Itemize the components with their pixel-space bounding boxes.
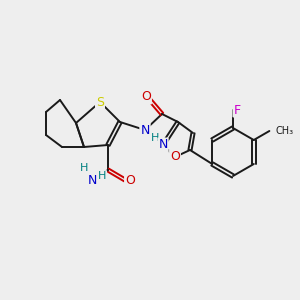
- Text: O: O: [125, 173, 135, 187]
- Text: S: S: [96, 95, 104, 109]
- Text: H: H: [98, 171, 106, 181]
- Text: H: H: [80, 163, 88, 173]
- Text: N: N: [87, 173, 97, 187]
- Text: H: H: [151, 133, 159, 143]
- Text: CH₃: CH₃: [275, 126, 293, 136]
- Text: N: N: [140, 124, 150, 136]
- Text: O: O: [141, 91, 151, 103]
- Text: F: F: [233, 103, 241, 116]
- Text: N: N: [158, 139, 168, 152]
- Text: O: O: [170, 151, 180, 164]
